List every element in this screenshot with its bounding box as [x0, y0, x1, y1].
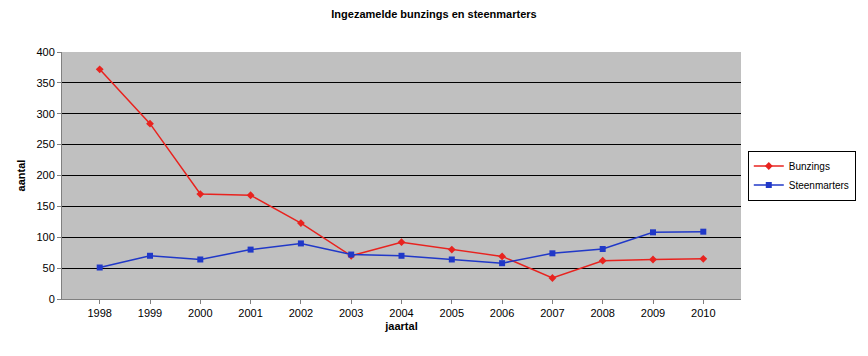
svg-text:2002: 2002	[289, 307, 313, 319]
svg-text:0: 0	[49, 293, 55, 305]
svg-text:250: 250	[36, 138, 54, 150]
svg-text:1998: 1998	[87, 307, 111, 319]
svg-text:2005: 2005	[440, 307, 464, 319]
svg-text:50: 50	[43, 262, 55, 274]
svg-text:Bunzings: Bunzings	[789, 161, 830, 172]
svg-text:2008: 2008	[590, 307, 614, 319]
svg-text:300: 300	[36, 108, 54, 120]
svg-text:350: 350	[36, 77, 54, 89]
svg-text:aantal: aantal	[15, 160, 27, 192]
svg-text:2003: 2003	[339, 307, 363, 319]
svg-text:200: 200	[36, 169, 54, 181]
svg-text:1999: 1999	[138, 307, 162, 319]
svg-text:150: 150	[36, 200, 54, 212]
svg-text:2009: 2009	[641, 307, 665, 319]
svg-text:400: 400	[36, 46, 54, 58]
svg-text:2010: 2010	[691, 307, 715, 319]
svg-text:Steenmarters: Steenmarters	[789, 180, 849, 191]
svg-text:Ingezamelde bunzings en steenm: Ingezamelde bunzings en steenmarters	[331, 8, 536, 20]
svg-text:2004: 2004	[389, 307, 413, 319]
svg-text:2001: 2001	[238, 307, 262, 319]
svg-text:100: 100	[36, 231, 54, 243]
svg-text:2007: 2007	[540, 307, 564, 319]
svg-text:2006: 2006	[490, 307, 514, 319]
svg-text:jaartal: jaartal	[384, 320, 417, 332]
svg-text:2000: 2000	[188, 307, 212, 319]
